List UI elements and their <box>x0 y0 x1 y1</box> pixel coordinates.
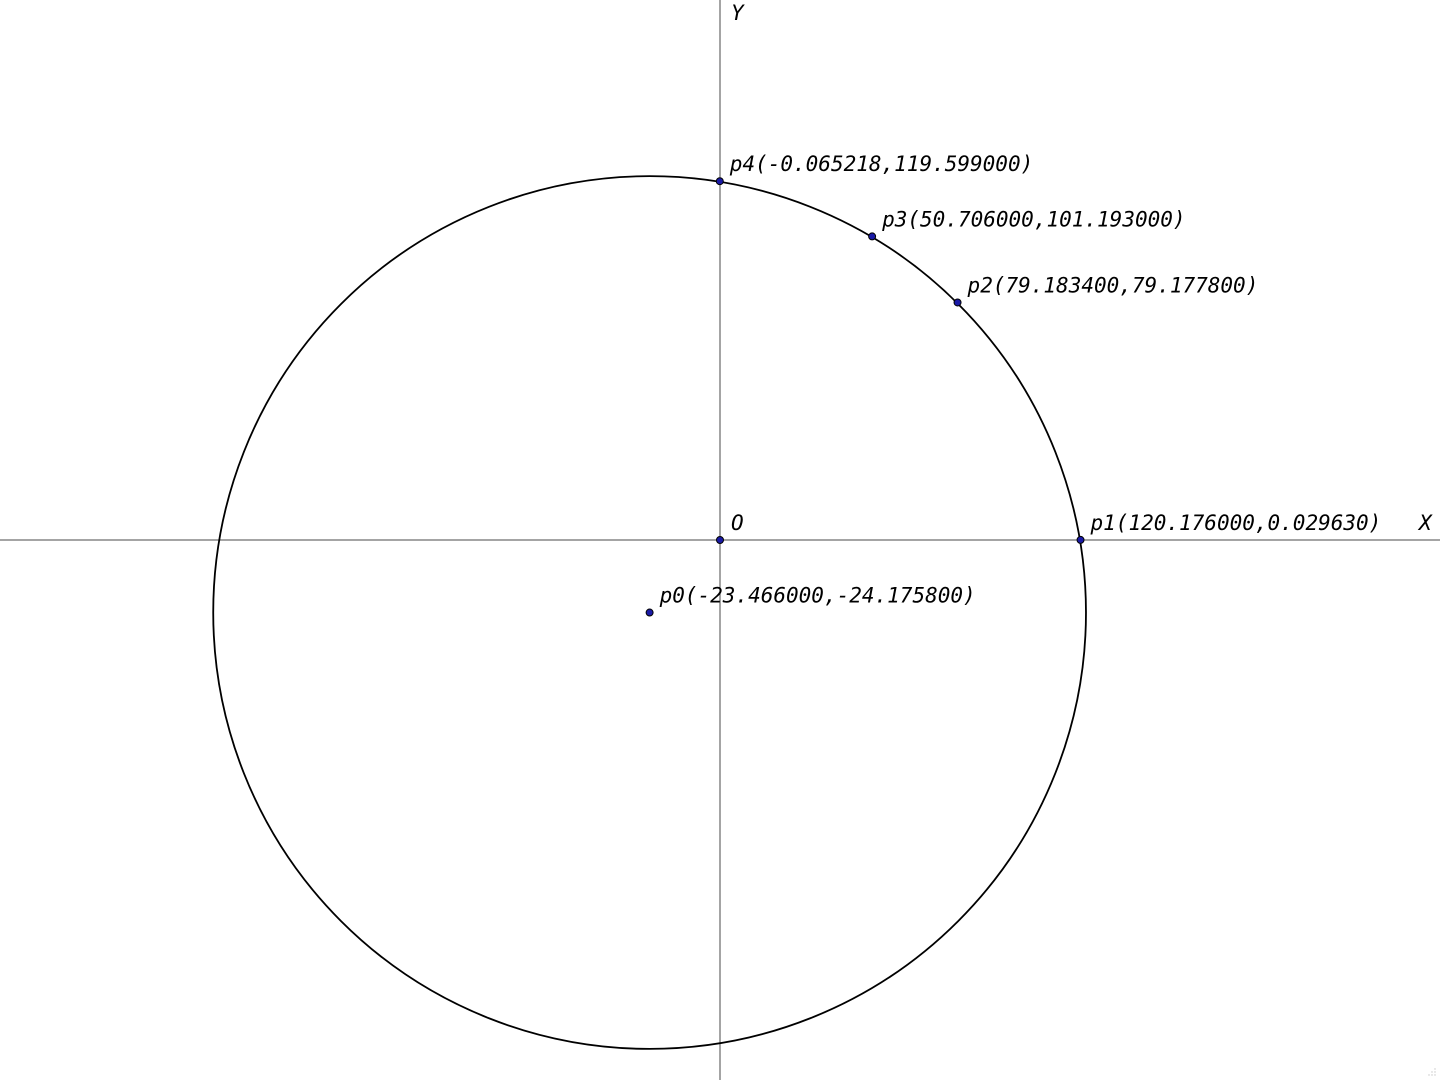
point-label-p4: p4(-0.065218,119.599000) <box>729 152 1033 176</box>
origin-point <box>716 536 724 544</box>
circle <box>212 175 1087 1050</box>
point-p4[interactable] <box>715 177 724 186</box>
point-p3[interactable] <box>868 232 877 241</box>
point-label-p2: p2(79.183400,79.177800) <box>967 273 1259 297</box>
origin-label: O <box>731 511 744 535</box>
point-p0[interactable] <box>645 608 654 617</box>
points-layer: p0(-23.466000,-24.175800) p1(120.176000,0… <box>645 152 1382 617</box>
point-label-p3: p3(50.706000,101.193000) <box>881 207 1185 231</box>
point-label-p1: p1(120.176000,0.029630) <box>1090 511 1382 535</box>
resize-grip-icon[interactable] <box>1427 1067 1437 1077</box>
point-p1[interactable] <box>1076 535 1085 544</box>
point-p2[interactable] <box>953 298 962 307</box>
y-axis-label: Y <box>731 1 745 25</box>
point-label-p0: p0(-23.466000,-24.175800) <box>659 584 976 608</box>
x-axis-label: X <box>1417 511 1433 535</box>
